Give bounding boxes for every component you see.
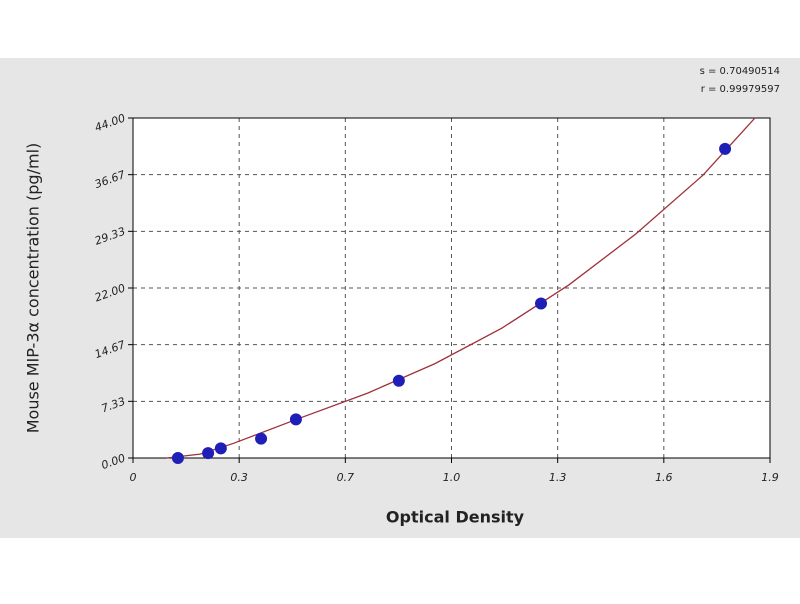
x-axis-label: Optical Density: [386, 508, 525, 527]
data-point: [171, 452, 184, 464]
x-tick-label: 1.3: [549, 471, 567, 484]
data-point: [719, 142, 732, 155]
plot-border: [132, 117, 771, 459]
data-point: [289, 413, 302, 426]
y-axis-label: Mouse MIP-3α concentration (pg/ml): [24, 143, 43, 434]
data-point: [392, 374, 405, 387]
data-point: [535, 297, 548, 310]
x-tick-label: 1.0: [443, 471, 461, 484]
data-point: [202, 447, 215, 460]
x-tick-label: 1.9: [761, 471, 779, 484]
annotation: r = 0.99979597: [701, 84, 780, 95]
x-tick-label: 1.6: [655, 471, 673, 484]
data-point: [255, 432, 268, 445]
x-tick-label: 0.3: [230, 471, 248, 484]
x-tick-label: 0.7: [337, 471, 355, 484]
annotation: s = 0.70490514: [700, 66, 780, 77]
x-tick-label: 0: [130, 471, 137, 484]
data-point: [214, 442, 227, 455]
